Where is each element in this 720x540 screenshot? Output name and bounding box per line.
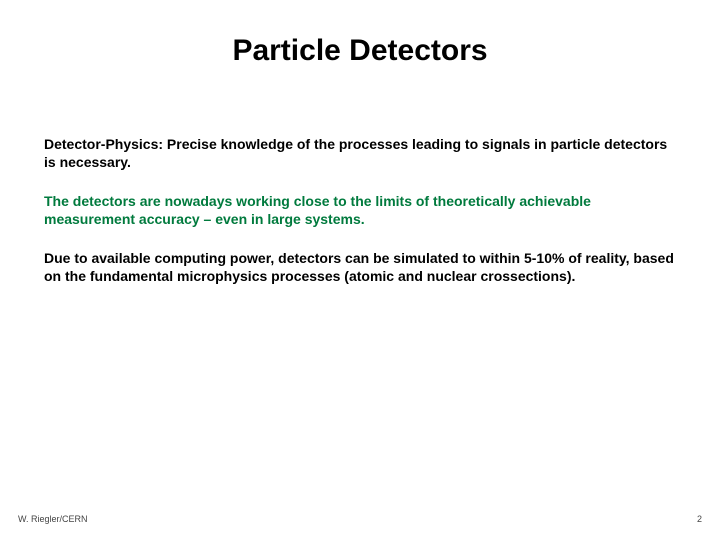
paragraph-2: The detectors are nowadays working close…: [44, 193, 676, 228]
slide-title: Particle Detectors: [0, 34, 720, 68]
slide-body: Detector-Physics: Precise knowledge of t…: [44, 136, 676, 307]
slide: Particle Detectors Detector-Physics: Pre…: [0, 0, 720, 540]
footer-page-number: 2: [697, 514, 702, 524]
paragraph-3: Due to available computing power, detect…: [44, 250, 676, 285]
paragraph-1: Detector-Physics: Precise knowledge of t…: [44, 136, 676, 171]
footer-author: W. Riegler/CERN: [18, 514, 88, 524]
